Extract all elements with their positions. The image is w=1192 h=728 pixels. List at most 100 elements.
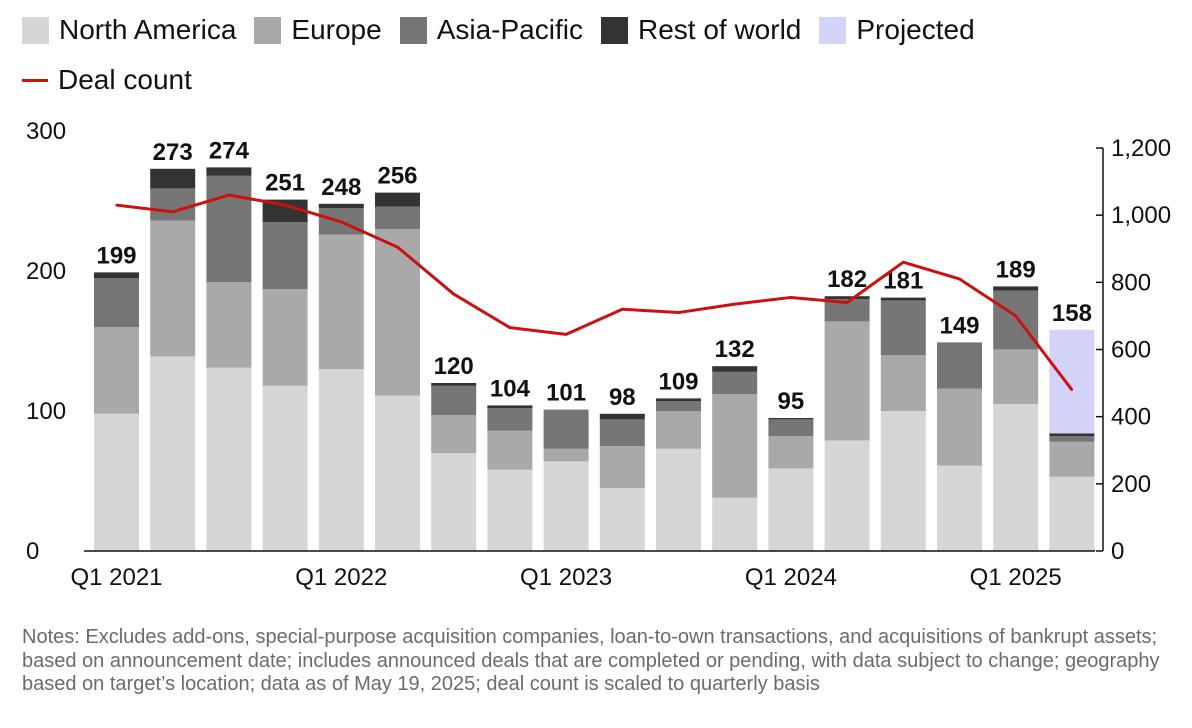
bar-q4-2023-rest-of-world <box>712 366 758 372</box>
bar-q2-2025-asia-pacific <box>1049 436 1095 442</box>
x-tick-label-q1-2023: Q1 2023 <box>520 564 612 591</box>
deal-count-point-q1-2022 <box>340 220 343 224</box>
bar-q1-2025-rest-of-world <box>993 286 1039 291</box>
bar-q3-2024-asia-pacific <box>880 300 926 355</box>
total-label-q1-2023: 101 <box>546 380 586 407</box>
total-label-q1-2025: 189 <box>996 256 1036 283</box>
bar-q1-2021-north-america <box>94 413 139 551</box>
bar-q1-2021-europe <box>94 327 139 414</box>
bar-q1-2022-europe <box>318 234 364 369</box>
bar-q4-2024-asia-pacific <box>937 342 982 389</box>
deal-count-point-q2-2021 <box>171 210 174 214</box>
bar-q1-2024-asia-pacific <box>768 419 814 437</box>
bar-q1-2024-north-america <box>768 468 814 551</box>
bar-q2-2024-north-america <box>824 440 870 551</box>
bar-q2-2023-europe <box>599 446 645 488</box>
deal-count-point-q3-2024 <box>902 260 905 264</box>
legend: North America Europe Asia-Pacific Rest o… <box>22 12 1172 112</box>
bar-q2-2022-north-america <box>375 395 420 551</box>
x-tick-label-q1-2022: Q1 2022 <box>295 564 387 591</box>
legend-label-north-america: North America <box>59 14 237 45</box>
deal-count-point-q1-2024 <box>789 296 793 299</box>
bar-q3-2022-rest-of-world <box>431 383 477 386</box>
chart-canvas: 199 273 274 251 248 256 120 104 101 98 109 132 95 182… <box>26 118 1171 591</box>
bar-q2-2025-north-america <box>1049 476 1095 551</box>
legend-label-asia-pacific: Asia-Pacific <box>436 14 583 45</box>
bar-q4-2021-europe <box>262 289 308 386</box>
bar-q1-2021-asia-pacific <box>94 278 139 327</box>
legend-row-line: Deal count <box>22 62 1172 98</box>
bar-q3-2021-north-america <box>206 367 252 551</box>
bar-q3-2024-north-america <box>880 411 926 551</box>
y-left-tick-200: 200 <box>26 258 66 285</box>
deal-count-line <box>116 193 1074 391</box>
legend-swatch-rest-of-world <box>600 16 628 44</box>
legend-line-swatch-deal-count <box>22 78 48 82</box>
legend-label-projected: Projected <box>856 14 975 45</box>
total-label-q3-2021: 274 <box>209 137 250 164</box>
total-label-q3-2023: 109 <box>658 368 698 395</box>
deal-count-point-q1-2023 <box>564 333 568 336</box>
bar-q1-2025-north-america <box>993 404 1039 551</box>
y-right-tick-800: 800 <box>1111 269 1151 296</box>
bar-q3-2023-asia-pacific <box>656 401 701 411</box>
total-label-q4-2022: 104 <box>490 375 531 402</box>
bar-q3-2022-asia-pacific <box>431 385 477 416</box>
y-left-tick-0: 0 <box>26 538 39 565</box>
legend-item-north-america: North America <box>22 14 236 46</box>
deal-count-point-q1-2021 <box>115 203 118 207</box>
deal-count-point-q4-2024 <box>958 277 961 281</box>
bar-q2-2022-asia-pacific <box>375 206 420 229</box>
legend-swatch-projected <box>819 16 847 44</box>
total-label-q2-2022: 256 <box>377 163 417 190</box>
bar-q3-2022-north-america <box>431 453 477 551</box>
legend-item-rest-of-world: Rest of world <box>600 14 802 46</box>
deal-count-point-q2-2024 <box>845 301 849 304</box>
x-tick-label-q1-2021: Q1 2021 <box>70 564 162 591</box>
bar-q2-2025-europe <box>1049 441 1095 477</box>
total-label-q1-2021: 199 <box>96 242 136 269</box>
total-label-q2-2024: 182 <box>827 266 867 293</box>
total-label-q4-2024: 149 <box>939 312 979 339</box>
y-right-tick-1-000: 1,000 <box>1111 202 1171 229</box>
bar-q2-2022-europe <box>375 229 420 396</box>
bar-q4-2022-rest-of-world <box>487 405 533 409</box>
bar-q3-2023-north-america <box>656 448 701 551</box>
y-right-tick-200: 200 <box>1111 471 1151 498</box>
y-left-tick-300: 300 <box>26 118 66 145</box>
legend-item-asia-pacific: Asia-Pacific <box>399 14 583 46</box>
bar-q4-2024-north-america <box>937 465 982 551</box>
bar-q4-2022-north-america <box>487 469 533 551</box>
chart-notes: Notes: Excludes add-ons, special-purpose… <box>22 626 1160 695</box>
legend-item-europe: Europe <box>254 14 382 46</box>
bar-q2-2025-projected <box>1049 329 1095 434</box>
deal-count-point-q3-2021 <box>227 193 231 197</box>
bar-q1-2023-europe <box>543 448 589 462</box>
bar-q1-2023-asia-pacific <box>543 409 589 449</box>
legend-item-projected: Projected <box>819 14 975 46</box>
bar-q2-2023-north-america <box>599 488 645 551</box>
bar-q1-2025-europe <box>993 349 1039 404</box>
bar-q3-2021-asia-pacific <box>206 175 252 283</box>
bar-q4-2021-rest-of-world <box>262 199 308 222</box>
bar-q2-2021-asia-pacific <box>150 188 196 221</box>
legend-item-deal-count: Deal count <box>22 64 192 96</box>
x-tick-label-q1-2024: Q1 2024 <box>745 564 837 591</box>
bar-q3-2024-rest-of-world <box>880 297 926 301</box>
bar-q1-2024-rest-of-world <box>768 418 814 420</box>
bar-q3-2024-europe <box>880 355 926 411</box>
bar-q3-2021-rest-of-world <box>206 167 252 176</box>
y-right-tick-600: 600 <box>1111 337 1151 364</box>
legend-swatch-north-america <box>22 16 49 44</box>
deal-count-point-q2-2023 <box>621 308 624 311</box>
total-label-q4-2023: 132 <box>715 336 755 363</box>
bar-q4-2023-asia-pacific <box>712 371 758 395</box>
bar-q1-2023-north-america <box>543 461 589 551</box>
legend-label-rest-of-world: Rest of world <box>637 14 802 45</box>
bar-q3-2023-europe <box>656 411 701 449</box>
y-right-tick-1-200: 1,200 <box>1111 135 1171 162</box>
bar-q2-2021-rest-of-world <box>150 168 196 189</box>
y-right-tick-400: 400 <box>1111 404 1151 431</box>
bar-q2-2024-asia-pacific <box>824 299 870 322</box>
deal-count-point-q3-2023 <box>677 311 680 314</box>
